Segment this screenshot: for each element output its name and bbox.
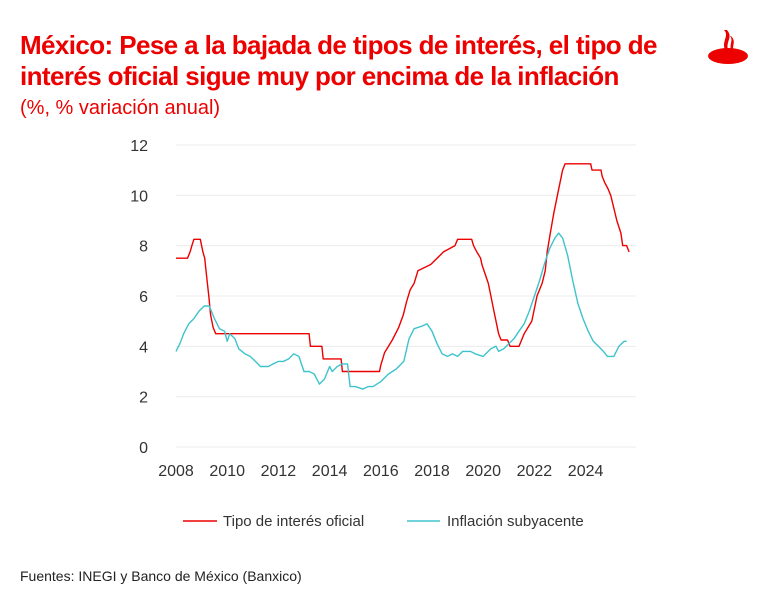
x-tick-label: 2016 <box>363 463 399 480</box>
legend: Tipo de interés oficial Inflación subyac… <box>183 513 584 530</box>
x-tick-label: 2020 <box>465 463 501 480</box>
y-tick-label: 10 <box>130 188 148 205</box>
x-tick-label: 2010 <box>209 463 245 480</box>
policy-rate-line <box>176 163 630 373</box>
core-inflation-line <box>175 232 627 390</box>
x-tick-label: 2008 <box>158 463 194 480</box>
y-tick-label: 8 <box>139 239 148 256</box>
y-tick-label: 6 <box>139 289 148 306</box>
y-tick-label: 4 <box>139 339 148 356</box>
x-tick-label: 2014 <box>312 463 348 480</box>
y-tick-label: 0 <box>139 440 148 457</box>
x-tick-label: 2022 <box>517 463 553 480</box>
x-tick-label: 2018 <box>414 463 450 480</box>
y-tick-label: 2 <box>139 390 148 407</box>
x-tick-label: 2024 <box>568 463 604 480</box>
chart-title: México: Pese a la bajada de tipos de int… <box>20 30 657 91</box>
chart-subtitle: (%, % variación anual) <box>20 97 221 119</box>
legend-label-core-inflation: Inflación subyacente <box>447 513 584 530</box>
x-tick-label: 2012 <box>261 463 297 480</box>
source-note: Fuentes: INEGI y Banco de México (Banxic… <box>20 568 302 584</box>
y-tick-label: 12 <box>130 138 148 155</box>
legend-label-policy-rate: Tipo de interés oficial <box>223 513 364 530</box>
santander-logo-icon <box>708 30 748 64</box>
